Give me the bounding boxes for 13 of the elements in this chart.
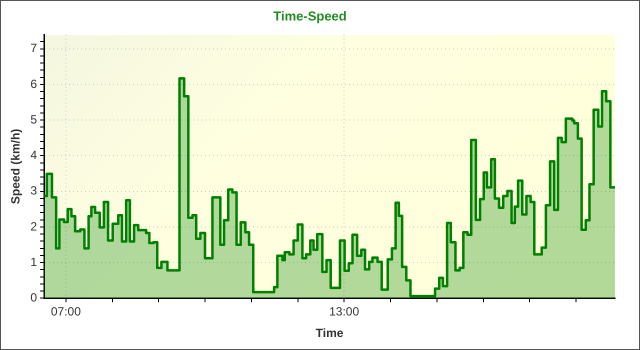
y-tick-label: 1 [30,254,38,269]
y-tick-label: 7 [30,41,38,56]
y-tick-label: 4 [30,148,38,162]
y-tick-label: 3 [30,184,38,198]
x-axis-title: Time [316,326,344,340]
y-tick-label: 6 [30,76,38,91]
y-tick-label: 2 [30,219,38,234]
chart-title: Time-Speed [273,8,347,24]
y-tick-label: 5 [30,112,38,126]
y-axis-title: Speed (km/h) [8,128,23,204]
x-tick-label: 07:00 [50,304,82,319]
y-tick-label: 0 [30,290,38,305]
x-tick-label: 13:00 [329,304,360,319]
